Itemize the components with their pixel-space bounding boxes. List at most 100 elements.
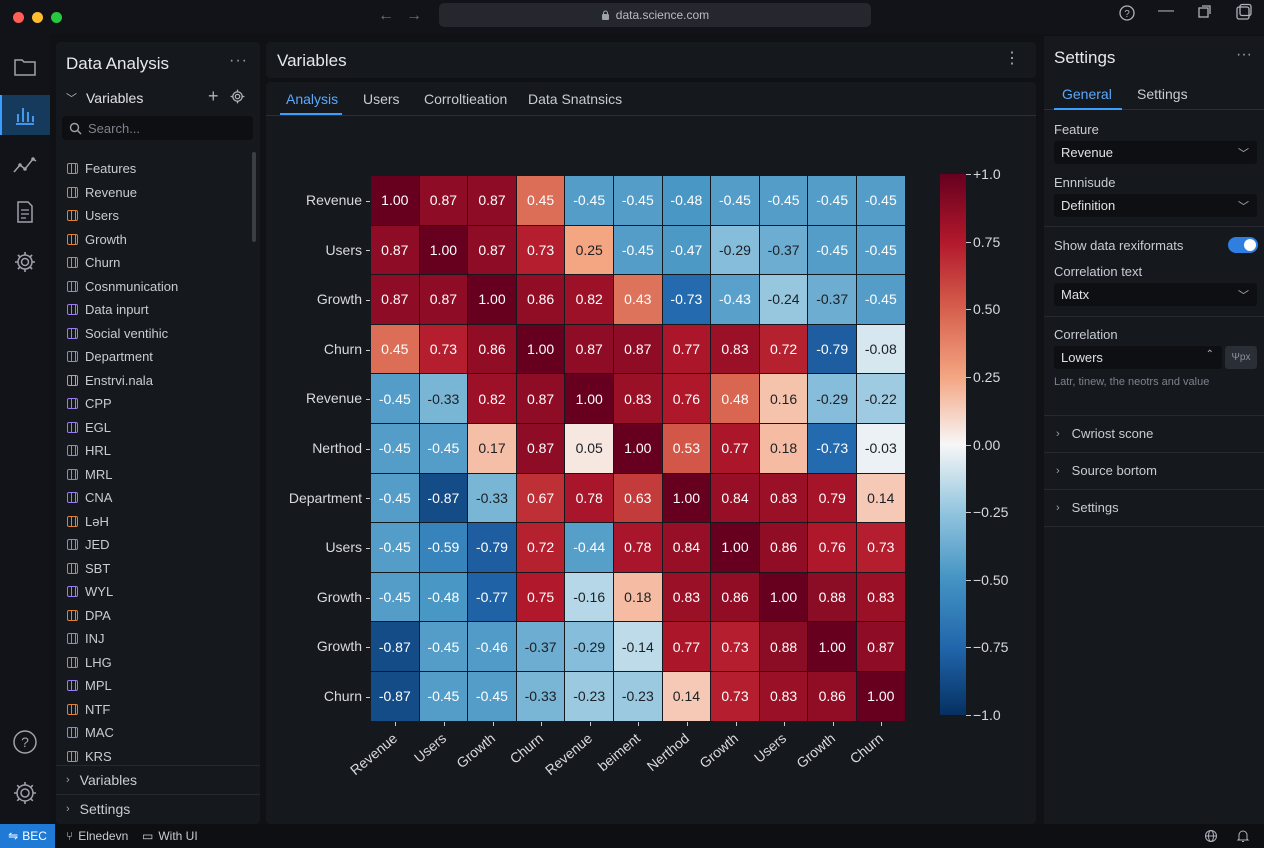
heatmap-cell[interactable]: -0.87 [419,473,468,523]
heatmap-cell[interactable]: -0.73 [808,424,856,473]
sidebar-item[interactable]: KRS [56,745,252,766]
heatmap-cell[interactable]: 0.17 [468,424,516,473]
heatmap-cell[interactable]: -0.45 [808,176,856,225]
heatmap-cell[interactable]: -0.08 [857,324,905,374]
heatmap-cell[interactable]: 1.00 [759,572,808,622]
heatmap-cell[interactable]: 0.83 [662,572,711,622]
section-cwriost-scone[interactable]: › Cwriost scone [1044,415,1264,451]
heatmap-cell[interactable]: -0.45 [371,572,419,622]
remote-indicator[interactable]: ⇋ BEC [0,824,55,848]
heatmap-cell[interactable]: -0.79 [808,324,856,374]
heatmap-cell[interactable]: -0.44 [565,523,613,572]
tab-users[interactable]: Users [363,91,400,107]
heatmap-cell[interactable]: 0.87 [516,424,565,473]
heatmap-cell[interactable]: -0.87 [371,622,419,671]
heatmap-cell[interactable]: -0.45 [419,672,468,721]
activity-documents[interactable] [0,192,50,232]
heatmap-cell[interactable]: -0.29 [565,622,613,671]
heatmap-cell[interactable]: 0.25 [565,225,613,275]
heatmap-cell[interactable]: -0.45 [565,176,613,225]
sidebar-item[interactable]: MRL [56,463,252,487]
heatmap-cell[interactable]: 0.83 [759,473,808,523]
heatmap-cell[interactable]: 1.00 [468,275,516,324]
sidebar-item[interactable]: EGL [56,416,252,440]
activity-help[interactable]: ? [0,722,50,762]
heatmap-cell[interactable]: 0.67 [516,473,565,523]
heatmap-cell[interactable]: -0.87 [371,672,419,721]
footer-settings[interactable]: › Settings [56,794,260,822]
more-icon[interactable]: ··· [1236,46,1252,63]
heatmap-cell[interactable]: -0.29 [808,374,856,423]
heatmap-cell[interactable]: 0.87 [857,622,905,671]
address-bar[interactable]: data.science.com [439,3,871,27]
minimize-window-button[interactable] [32,12,43,23]
heatmap-cell[interactable]: 0.18 [759,424,808,473]
heatmap-cell[interactable]: -0.16 [565,572,613,622]
variables-section-header[interactable]: ﹀ Variables + [56,86,260,110]
heatmap-cell[interactable]: 0.76 [662,374,711,423]
heatmap-cell[interactable]: -0.59 [419,523,468,572]
heatmap-cell[interactable]: 1.00 [711,523,759,572]
heatmap-cell[interactable]: -0.33 [468,473,516,523]
heatmap-cell[interactable]: 0.72 [516,523,565,572]
heatmap-cell[interactable]: -0.45 [711,176,759,225]
forward-arrow-icon[interactable]: → [406,7,422,24]
correlation-stepper[interactable]: Lowers ⌃ [1054,346,1222,369]
heatmap-cell[interactable]: 0.83 [711,324,759,374]
correlation-text-select[interactable]: Matx ﹀ [1054,283,1257,306]
activity-manage[interactable] [0,773,50,813]
heatmap-cell[interactable]: 0.82 [468,374,516,423]
activity-explorer[interactable] [0,47,50,87]
heatmap-cell[interactable]: 0.73 [516,225,565,275]
back-arrow-icon[interactable]: ← [378,7,394,24]
heatmap-cell[interactable]: -0.14 [614,622,662,671]
heatmap-cell[interactable]: -0.45 [857,176,905,225]
heatmap-cell[interactable]: 0.83 [759,672,808,721]
heatmap-cell[interactable]: 0.43 [614,275,662,324]
sidebar-item[interactable]: LHG [56,651,252,675]
sidebar-item[interactable]: WYL [56,580,252,604]
heatmap-cell[interactable]: 0.63 [614,473,662,523]
sidebar-item[interactable]: Data inpurt [56,298,252,322]
section-source-bortom[interactable]: › Source bortom [1044,452,1264,488]
heatmap-cell[interactable]: 1.00 [565,374,613,423]
heatmap-cell[interactable]: 0.87 [516,374,565,423]
correlation-unit-button[interactable]: Ψpx [1225,346,1257,369]
heatmap-cell[interactable]: -0.33 [516,672,565,721]
heatmap-cell[interactable]: -0.37 [808,275,856,324]
sidebar-item[interactable]: MAC [56,721,252,745]
heatmap-cell[interactable]: 0.45 [371,324,419,374]
heatmap-cell[interactable]: -0.45 [857,275,905,324]
heatmap-cell[interactable]: 0.79 [808,473,856,523]
heatmap-cell[interactable]: 0.84 [662,523,711,572]
heatmap-cell[interactable]: -0.45 [371,473,419,523]
heatmap-cell[interactable]: -0.73 [662,275,711,324]
sidebar-item[interactable]: Department [56,345,252,369]
sidebar-item[interactable]: Enstrvi.nala [56,369,252,393]
heatmap-cell[interactable]: -0.22 [857,374,905,423]
heatmap-cell[interactable]: -0.48 [662,176,711,225]
heatmap-cell[interactable]: 0.73 [711,622,759,671]
sidebar-item[interactable]: Features [56,157,252,181]
sidebar-item[interactable]: Social ventihic [56,322,252,346]
heatmap-cell[interactable]: -0.45 [419,622,468,671]
heatmap-cell[interactable]: 0.45 [516,176,565,225]
sidebar-item[interactable]: Churn [56,251,252,275]
sidebar-scrollbar[interactable] [252,152,256,242]
heatmap-cell[interactable]: -0.48 [419,572,468,622]
globe-icon[interactable] [1204,829,1218,843]
sidebar-item[interactable]: INJ [56,627,252,651]
heatmap-cell[interactable]: -0.45 [371,424,419,473]
heatmap-cell[interactable]: 0.87 [371,225,419,275]
heatmap-cell[interactable]: 0.73 [711,672,759,721]
heatmap-cell[interactable]: 0.48 [711,374,759,423]
heatmap-cell[interactable]: -0.23 [614,672,662,721]
sidebar-item[interactable]: CNA [56,486,252,510]
heatmap-cell[interactable]: 0.77 [662,622,711,671]
heatmap-cell[interactable]: 0.77 [662,324,711,374]
heatmap-cell[interactable]: 0.14 [857,473,905,523]
close-window-button[interactable] [13,12,24,23]
heatmap-cell[interactable]: -0.47 [662,225,711,275]
add-icon[interactable]: + [208,86,219,106]
sidebar-item[interactable]: MPL [56,674,252,698]
